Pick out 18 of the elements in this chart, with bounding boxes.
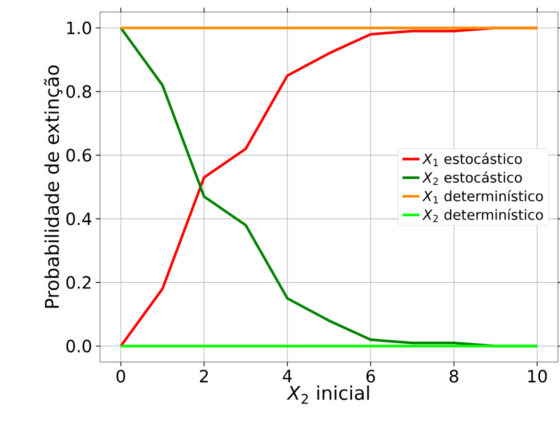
y-tick-label: 0.2 xyxy=(66,276,91,289)
x-tick-label: 4 xyxy=(282,370,292,382)
y-axis-title: Probabilidade de extinção xyxy=(44,65,62,308)
y-tick-label: 0.0 xyxy=(66,340,92,352)
x-axis-title: X$_{2}$ inicial xyxy=(286,385,369,404)
x-tick-label: 8 xyxy=(450,370,458,383)
x-tick-label: 10 xyxy=(528,370,547,383)
y-tick-label: 0.4 xyxy=(66,212,92,226)
legend-label: X$_{1}$ estocástico xyxy=(422,152,522,166)
legend-label: X$_{1}$ determinístico xyxy=(422,190,543,204)
y-tick-label: 0.8 xyxy=(66,85,92,98)
legend-label: X$_{2}$ determinístico xyxy=(422,208,543,222)
legend-label: X$_{2}$ estocástico xyxy=(422,171,522,185)
y-tick-label: 1.0 xyxy=(67,21,92,34)
x-tick-label: 2 xyxy=(200,370,208,382)
x-tick-label: 6 xyxy=(366,370,375,383)
x-tick-label: 0 xyxy=(116,370,126,383)
y-tick-label: 0.6 xyxy=(66,148,92,162)
